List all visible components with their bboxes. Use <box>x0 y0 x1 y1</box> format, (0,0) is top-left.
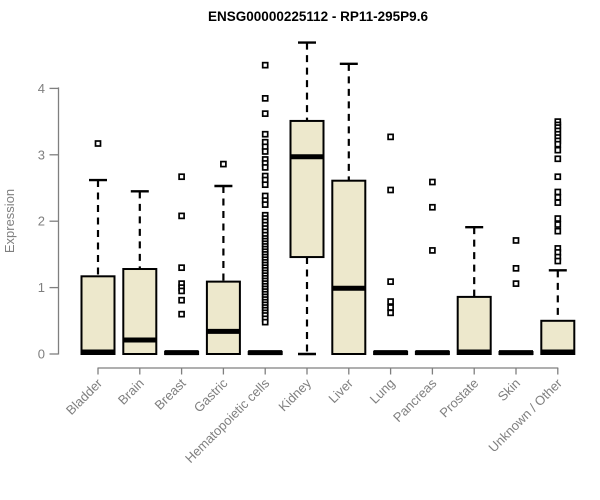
box-Prostate <box>456 295 492 355</box>
y-tick-label: 0 <box>38 347 45 362</box>
outlier-point <box>554 188 562 196</box>
outlier-point <box>512 264 520 272</box>
x-tick-label: Lung <box>367 376 398 407</box>
box-Bladder <box>80 275 116 356</box>
x-tick-label: Pancreas <box>390 375 440 425</box>
outlier-point <box>512 237 520 244</box>
outlier-point <box>178 264 185 272</box>
outlier-point <box>387 186 394 194</box>
outlier-point <box>261 110 269 117</box>
outlier-point <box>261 130 269 138</box>
y-tick-label: 3 <box>38 147 45 162</box>
outlier-point <box>554 146 562 154</box>
outlier-point <box>554 155 562 163</box>
outlier-point <box>429 178 436 186</box>
outlier-point <box>554 215 562 222</box>
outlier-point <box>554 140 562 148</box>
x-tick-label: Liver <box>325 375 356 406</box>
outlier-point <box>387 304 394 311</box>
outlier-point <box>387 278 394 285</box>
chart-title: ENSG00000225112 - RP11-295P9.6 <box>208 9 428 24</box>
outlier-point <box>220 160 227 168</box>
box-Gastric <box>205 280 241 355</box>
x-tick-label: Kidney <box>275 375 314 414</box>
outlier-point <box>554 227 562 235</box>
outlier-point <box>261 95 269 102</box>
x-tick-label: Prostate <box>436 376 481 421</box>
x-tick-label: Unknown / Other <box>485 375 565 455</box>
y-tick-label: 2 <box>38 214 45 229</box>
box-Kidney <box>289 119 325 259</box>
outlier-point <box>429 247 436 254</box>
x-tick-label: Brain <box>115 376 147 408</box>
outlier-point <box>178 296 185 304</box>
outlier-point <box>261 181 269 189</box>
outlier-point <box>554 173 562 181</box>
outlier-point <box>261 164 269 171</box>
outlier-point <box>261 201 269 208</box>
outlier-point <box>387 309 394 317</box>
outlier-point <box>554 199 562 206</box>
outlier-point <box>554 221 562 228</box>
outlier-point <box>261 61 269 69</box>
outlier-point <box>94 140 102 147</box>
x-tick-label: Bladder <box>63 375 106 418</box>
y-tick-label: 4 <box>38 81 45 96</box>
outlier-point <box>178 212 185 220</box>
outlier-point <box>554 193 562 201</box>
box-Liver <box>331 179 367 355</box>
y-axis-title: Expression <box>2 189 17 253</box>
outlier-point <box>387 298 394 305</box>
outlier-point <box>261 148 269 155</box>
box-Unknown / Other <box>540 319 576 355</box>
outlier-point <box>429 203 436 211</box>
y-tick-label: 1 <box>38 280 45 295</box>
x-tick-label: Gastric <box>191 375 231 415</box>
outlier-point <box>178 310 185 318</box>
outlier-point <box>387 133 394 141</box>
outlier-point <box>512 280 520 287</box>
x-tick-label: Breast <box>152 375 189 412</box>
outlier-point <box>554 257 562 265</box>
outlier-point <box>178 173 185 181</box>
outlier-point <box>178 287 185 295</box>
x-tick-label: Skin <box>495 376 523 404</box>
outlier-point <box>261 318 269 326</box>
